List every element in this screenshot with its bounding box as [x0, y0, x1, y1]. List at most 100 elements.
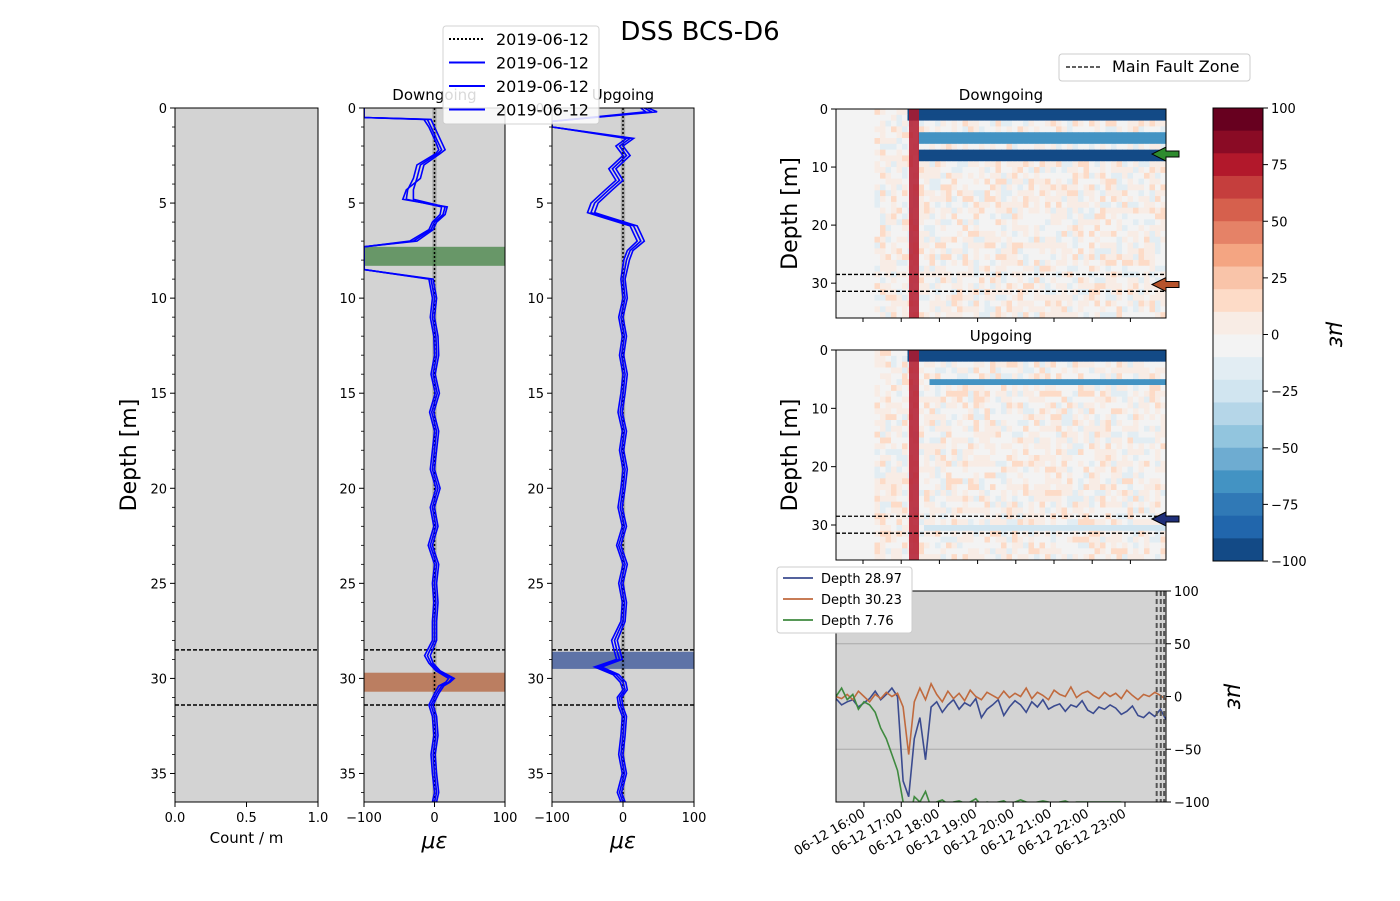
top-legend-label: 2019-06-12	[496, 54, 589, 73]
downgoing-profile-ytick-label: 30	[339, 672, 356, 687]
downgoing-heatmap-cell	[946, 306, 952, 313]
upgoing-heatmap-cell	[1111, 355, 1117, 362]
upgoing-heatmap-cell	[1133, 355, 1139, 362]
colorbar-segment	[1213, 243, 1263, 267]
downgoing-heatmap-cell	[1012, 167, 1018, 174]
upgoing-heatmap-cell	[1017, 513, 1024, 520]
upgoing-heatmap-cell	[1144, 478, 1150, 485]
upgoing-heatmap-cell	[1017, 507, 1024, 514]
upgoing-heatmap-cell	[946, 513, 952, 520]
upgoing-heatmap-cell	[1056, 460, 1062, 467]
downgoing-heatmap-cell	[1105, 201, 1112, 208]
upgoing-heatmap-cell	[1017, 501, 1024, 508]
upgoing-heatmap-cell	[896, 542, 903, 549]
downgoing-heatmap-cell	[990, 225, 996, 232]
downgoing-heatmap-cell	[918, 120, 925, 127]
upgoing-heatmap-cell	[1017, 385, 1024, 392]
downgoing-profile-ytick-label: 25	[339, 577, 356, 592]
upgoing-heatmap-cell	[957, 519, 963, 526]
upgoing-heatmap-cell	[1012, 437, 1018, 444]
downgoing-profile-series-line	[364, 108, 450, 802]
downgoing-heatmap-cell	[902, 149, 908, 156]
upgoing-heatmap-cell	[935, 466, 941, 473]
downgoing-heatmap-cell	[902, 259, 908, 267]
upgoing-heatmap-cell	[1023, 396, 1029, 403]
upgoing-heatmap-cell	[1028, 350, 1035, 357]
downgoing-heatmap-cell	[902, 155, 908, 162]
upgoing-heatmap-cell	[1138, 350, 1145, 357]
downgoing-heatmap-cell	[1127, 219, 1134, 226]
downgoing-heatmap-cell	[929, 172, 936, 179]
downgoing-heatmap-cell	[1072, 219, 1079, 226]
upgoing-heatmap-cell	[946, 525, 952, 532]
upgoing-heatmap-cell	[940, 501, 947, 508]
downgoing-heatmap-cell	[1144, 201, 1150, 208]
upgoing-heatmap-cell	[1078, 402, 1084, 409]
downgoing-heatmap-cell	[1061, 201, 1068, 208]
downgoing-heatmap-cell	[1089, 312, 1095, 319]
upgoing-heatmap-cell	[995, 548, 1002, 555]
downgoing-heatmap-cell	[946, 236, 952, 243]
downgoing-heatmap-cell	[1127, 300, 1134, 307]
upgoing-heatmap-cell	[1105, 350, 1112, 357]
upgoing-heatmap-cell	[1127, 431, 1134, 438]
downgoing-heatmap-cell	[962, 230, 969, 238]
downgoing-heatmap-cell	[1133, 265, 1139, 272]
upgoing-heatmap-cell	[1122, 472, 1128, 479]
colorbar-tick-label: 0	[1271, 329, 1279, 344]
downgoing-heatmap-cell	[935, 271, 941, 278]
upgoing-heatmap-cell	[962, 554, 969, 561]
downgoing-heatmap-cell	[1100, 178, 1106, 185]
upgoing-heatmap-cell	[874, 414, 881, 421]
upgoing-heatmap-cell	[1050, 501, 1057, 508]
downgoing-heatmap-cell	[951, 265, 958, 272]
downgoing-heatmap-cell	[1039, 219, 1046, 226]
upgoing-heatmap-cell	[896, 355, 903, 362]
upgoing-heatmap-cell	[1100, 414, 1106, 421]
downgoing-heatmap-cell	[1144, 259, 1150, 267]
upgoing-heatmap-cell	[1023, 402, 1029, 409]
upgoing-heatmap-cell	[990, 530, 996, 537]
upgoing-heatmap-cell	[1023, 455, 1029, 462]
upgoing-heatmap-cell	[1149, 455, 1156, 462]
upgoing-heatmap-cell	[880, 501, 886, 508]
upgoing-heatmap-cell	[1105, 548, 1112, 555]
upgoing-heatmap-cell	[1056, 472, 1062, 479]
colorbar-tick-label: 25	[1271, 272, 1288, 287]
downgoing-heatmap-cell	[973, 213, 980, 220]
downgoing-heatmap-cell	[990, 236, 996, 243]
upgoing-heatmap-cell	[1155, 350, 1161, 357]
downgoing-heatmap-cell	[995, 155, 1002, 162]
downgoing-heatmap-cell	[1149, 155, 1156, 162]
upgoing-heatmap-cell	[1100, 373, 1106, 380]
upgoing-heatmap-cell	[1067, 507, 1073, 514]
downgoing-heatmap-cell	[885, 254, 892, 261]
upgoing-heatmap-cell	[1050, 449, 1057, 456]
downgoing-heatmap-cell	[1160, 219, 1167, 226]
upgoing-heatmap-cell	[1111, 402, 1117, 409]
downgoing-heatmap-cell	[1111, 155, 1117, 162]
upgoing-heatmap-cell	[1105, 443, 1112, 450]
upgoing-heatmap-cell	[951, 455, 958, 462]
downgoing-heatmap-cell	[995, 161, 1002, 168]
upgoing-heatmap-cell	[1105, 449, 1112, 456]
upgoing-heatmap-cell	[1039, 350, 1046, 357]
upgoing-heatmap-cell	[946, 466, 952, 473]
upgoing-heatmap-cell	[1122, 455, 1128, 462]
downgoing-heatmap-cell	[1089, 225, 1095, 232]
upgoing-heatmap-cell	[979, 484, 985, 491]
upgoing-heatmap-cell	[940, 507, 947, 514]
upgoing-heatmap-cell	[1078, 466, 1084, 473]
upgoing-heatmap-cell	[1006, 542, 1013, 549]
downgoing-heatmap-cell	[1061, 294, 1068, 301]
downgoing-heatmap-cell	[1094, 120, 1101, 127]
downgoing-heatmap-cell	[1083, 294, 1090, 301]
downgoing-heatmap-cell	[979, 306, 985, 313]
upgoing-heatmap-cell	[1089, 443, 1095, 450]
upgoing-heatmap-cell	[968, 431, 974, 438]
upgoing-heatmap-cell	[896, 420, 903, 427]
downgoing-heatmap-cell	[1017, 277, 1024, 284]
downgoing-heatmap-cell	[962, 172, 969, 179]
downgoing-heatmap-cell	[973, 225, 980, 232]
downgoing-heatmap-cell	[924, 254, 930, 261]
